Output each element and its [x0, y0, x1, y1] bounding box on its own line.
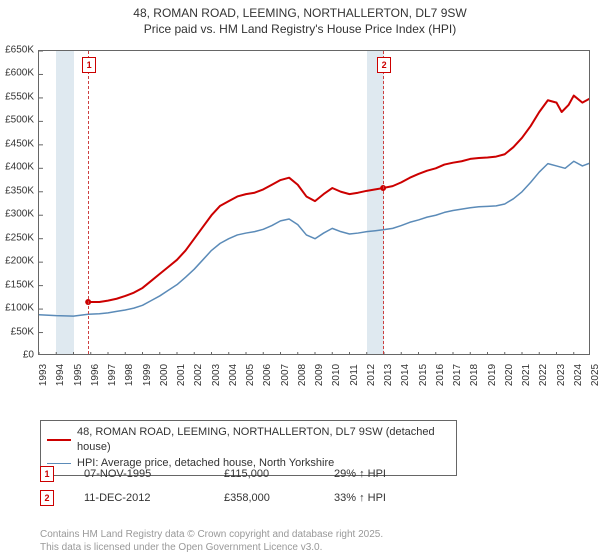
- x-tick: 2015: [418, 364, 429, 386]
- x-tick: 1999: [142, 364, 153, 386]
- sale-row: 2 11-DEC-2012£358,00033% ↑ HPI: [40, 486, 560, 510]
- series-hpi: [39, 161, 590, 316]
- x-tick: 2019: [487, 364, 498, 386]
- footer-line2: This data is licensed under the Open Gov…: [40, 541, 383, 554]
- x-tick: 2002: [193, 364, 204, 386]
- x-tick: 2003: [211, 364, 222, 386]
- plot-area: 12: [38, 50, 590, 355]
- x-tick: 2001: [176, 364, 187, 386]
- x-tick: 1997: [107, 364, 118, 386]
- x-tick: 2023: [556, 364, 567, 386]
- x-tick: 2016: [435, 364, 446, 386]
- chart-title: 48, ROMAN ROAD, LEEMING, NORTHALLERTON, …: [0, 0, 600, 37]
- sale-price: £115,000: [224, 468, 334, 480]
- y-tick: £50K: [11, 326, 34, 337]
- y-tick: £650K: [5, 45, 34, 56]
- x-tick: 1994: [55, 364, 66, 386]
- chart: 12 £0£50K£100K£150K£200K£250K£300K£350K£…: [38, 50, 590, 385]
- legend-swatch: [47, 439, 71, 441]
- x-tick: 2012: [366, 364, 377, 386]
- x-tick: 1995: [73, 364, 84, 386]
- y-tick: £300K: [5, 209, 34, 220]
- x-tick: 2014: [400, 364, 411, 386]
- sale-row-marker: 1: [40, 466, 54, 482]
- x-tick: 2021: [521, 364, 532, 386]
- y-tick: £500K: [5, 115, 34, 126]
- x-tick: 1996: [90, 364, 101, 386]
- footer-line1: Contains HM Land Registry data © Crown c…: [40, 528, 383, 541]
- x-tick: 2018: [469, 364, 480, 386]
- y-tick: £400K: [5, 162, 34, 173]
- x-tick: 2007: [280, 364, 291, 386]
- title-line2: Price paid vs. HM Land Registry's House …: [0, 22, 600, 38]
- sale-row: 1 07-NOV-1995£115,00029% ↑ HPI: [40, 462, 560, 486]
- y-tick: £150K: [5, 279, 34, 290]
- sale-date: 11-DEC-2012: [84, 492, 224, 504]
- sale-pct: 29% ↑ HPI: [334, 468, 434, 480]
- y-tick: £250K: [5, 232, 34, 243]
- x-tick: 1998: [124, 364, 135, 386]
- y-tick: £0: [23, 350, 34, 361]
- x-tick: 2004: [228, 364, 239, 386]
- legend-label: 48, ROMAN ROAD, LEEMING, NORTHALLERTON, …: [77, 425, 450, 456]
- x-tick: 2020: [504, 364, 515, 386]
- footer: Contains HM Land Registry data © Crown c…: [40, 528, 383, 554]
- sale-price: £358,000: [224, 492, 334, 504]
- y-tick: £100K: [5, 303, 34, 314]
- x-tick: 1993: [38, 364, 49, 386]
- sale-pct: 33% ↑ HPI: [334, 492, 434, 504]
- sale-table: 1 07-NOV-1995£115,00029% ↑ HPI 2 11-DEC-201…: [40, 462, 560, 510]
- y-tick: £600K: [5, 68, 34, 79]
- sale-date: 07-NOV-1995: [84, 468, 224, 480]
- y-axis: £0£50K£100K£150K£200K£250K£300K£350K£400…: [0, 50, 36, 355]
- series-price_paid: [88, 96, 590, 302]
- y-tick: £550K: [5, 91, 34, 102]
- sale-marker: 2: [377, 57, 391, 73]
- y-tick: £450K: [5, 138, 34, 149]
- x-tick: 2006: [262, 364, 273, 386]
- x-tick: 2017: [452, 364, 463, 386]
- x-tick: 2009: [314, 364, 325, 386]
- x-tick: 2022: [538, 364, 549, 386]
- sale-vline: [88, 51, 89, 354]
- legend-row: 48, ROMAN ROAD, LEEMING, NORTHALLERTON, …: [47, 425, 450, 456]
- x-tick: 2010: [331, 364, 342, 386]
- sale-row-marker: 2: [40, 490, 54, 506]
- sale-vline: [383, 51, 384, 354]
- y-tick: £350K: [5, 185, 34, 196]
- x-tick: 2000: [159, 364, 170, 386]
- x-tick: 2024: [573, 364, 584, 386]
- x-tick: 2025: [590, 364, 600, 386]
- title-line1: 48, ROMAN ROAD, LEEMING, NORTHALLERTON, …: [0, 6, 600, 22]
- sale-marker: 1: [82, 57, 96, 73]
- x-tick: 2005: [245, 364, 256, 386]
- x-tick: 2008: [297, 364, 308, 386]
- line-chart-svg: [39, 51, 590, 355]
- x-tick: 2011: [349, 364, 360, 386]
- y-tick: £200K: [5, 256, 34, 267]
- x-axis: 1993 1994 1995 1996 1997 1998 1999 2000 2001 2002…: [38, 355, 590, 385]
- x-tick: 2013: [383, 364, 394, 386]
